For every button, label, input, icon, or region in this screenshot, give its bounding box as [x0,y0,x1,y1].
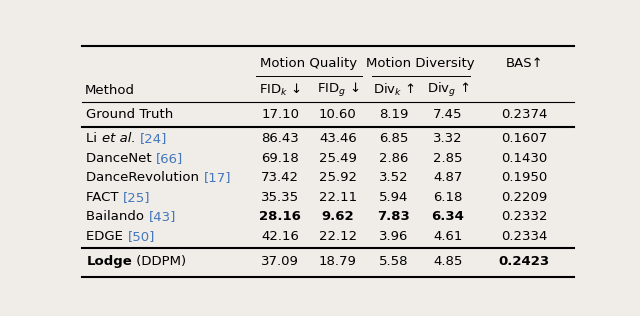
Text: 69.18: 69.18 [261,152,299,165]
Text: EDGE: EDGE [86,230,127,243]
Text: 6.85: 6.85 [380,132,409,145]
Text: .: . [131,132,140,145]
Text: 0.2374: 0.2374 [501,108,547,121]
Text: 0.2332: 0.2332 [501,210,547,223]
Text: (DDPM): (DDPM) [132,255,186,268]
Text: FACT: FACT [86,191,123,204]
Text: BAS↑: BAS↑ [506,57,543,70]
Text: [66]: [66] [156,152,184,165]
Text: 73.42: 73.42 [261,171,299,184]
Text: Motion Diversity: Motion Diversity [367,57,475,70]
Text: 9.62: 9.62 [322,210,354,223]
Text: 17.10: 17.10 [261,108,299,121]
Text: 35.35: 35.35 [261,191,299,204]
Text: Li: Li [86,132,102,145]
Text: 37.09: 37.09 [261,255,299,268]
Text: 0.2423: 0.2423 [499,255,550,268]
Text: Bailando: Bailando [86,210,148,223]
Text: 42.16: 42.16 [261,230,299,243]
Text: 0.1430: 0.1430 [501,152,547,165]
Text: 25.92: 25.92 [319,171,357,184]
Text: 25.49: 25.49 [319,152,357,165]
Text: 3.96: 3.96 [380,230,409,243]
Text: 10.60: 10.60 [319,108,356,121]
Text: $\mathrm{Div}_{k}$ ↑: $\mathrm{Div}_{k}$ ↑ [373,82,415,98]
Text: Method: Method [85,84,135,97]
Text: [17]: [17] [204,171,231,184]
Text: et al: et al [102,132,131,145]
Text: DanceRevolution: DanceRevolution [86,171,204,184]
Text: 22.11: 22.11 [319,191,357,204]
Text: 28.16: 28.16 [259,210,301,223]
Text: $\mathrm{Div}_{g}$ ↑: $\mathrm{Div}_{g}$ ↑ [427,81,469,99]
Text: 3.52: 3.52 [379,171,409,184]
Text: 2.85: 2.85 [433,152,463,165]
Text: 5.58: 5.58 [380,255,409,268]
Text: $\mathrm{FID}_{g}$ ↓: $\mathrm{FID}_{g}$ ↓ [317,81,359,99]
Text: 6.34: 6.34 [431,210,465,223]
Text: $\mathrm{FID}_{k}$ ↓: $\mathrm{FID}_{k}$ ↓ [259,82,301,98]
Text: 3.32: 3.32 [433,132,463,145]
Text: 43.46: 43.46 [319,132,356,145]
Text: [43]: [43] [148,210,176,223]
Text: 4.61: 4.61 [433,230,463,243]
Text: 4.85: 4.85 [433,255,463,268]
Text: 8.19: 8.19 [380,108,409,121]
Text: Ground Truth: Ground Truth [86,108,173,121]
Text: 22.12: 22.12 [319,230,357,243]
Text: [50]: [50] [127,230,155,243]
Text: 2.86: 2.86 [380,152,409,165]
Text: 0.1950: 0.1950 [501,171,547,184]
Text: 5.94: 5.94 [380,191,409,204]
Text: Lodge: Lodge [86,255,132,268]
Text: 7.83: 7.83 [378,210,410,223]
Text: 86.43: 86.43 [261,132,299,145]
Text: 0.2334: 0.2334 [501,230,547,243]
Text: 0.1607: 0.1607 [501,132,547,145]
Text: 4.87: 4.87 [433,171,463,184]
Text: [24]: [24] [140,132,167,145]
Text: [25]: [25] [123,191,150,204]
Text: 0.2209: 0.2209 [501,191,547,204]
Text: DanceNet: DanceNet [86,152,156,165]
Text: 6.18: 6.18 [433,191,463,204]
Text: Motion Quality: Motion Quality [260,57,358,70]
Text: 18.79: 18.79 [319,255,357,268]
Text: 7.45: 7.45 [433,108,463,121]
